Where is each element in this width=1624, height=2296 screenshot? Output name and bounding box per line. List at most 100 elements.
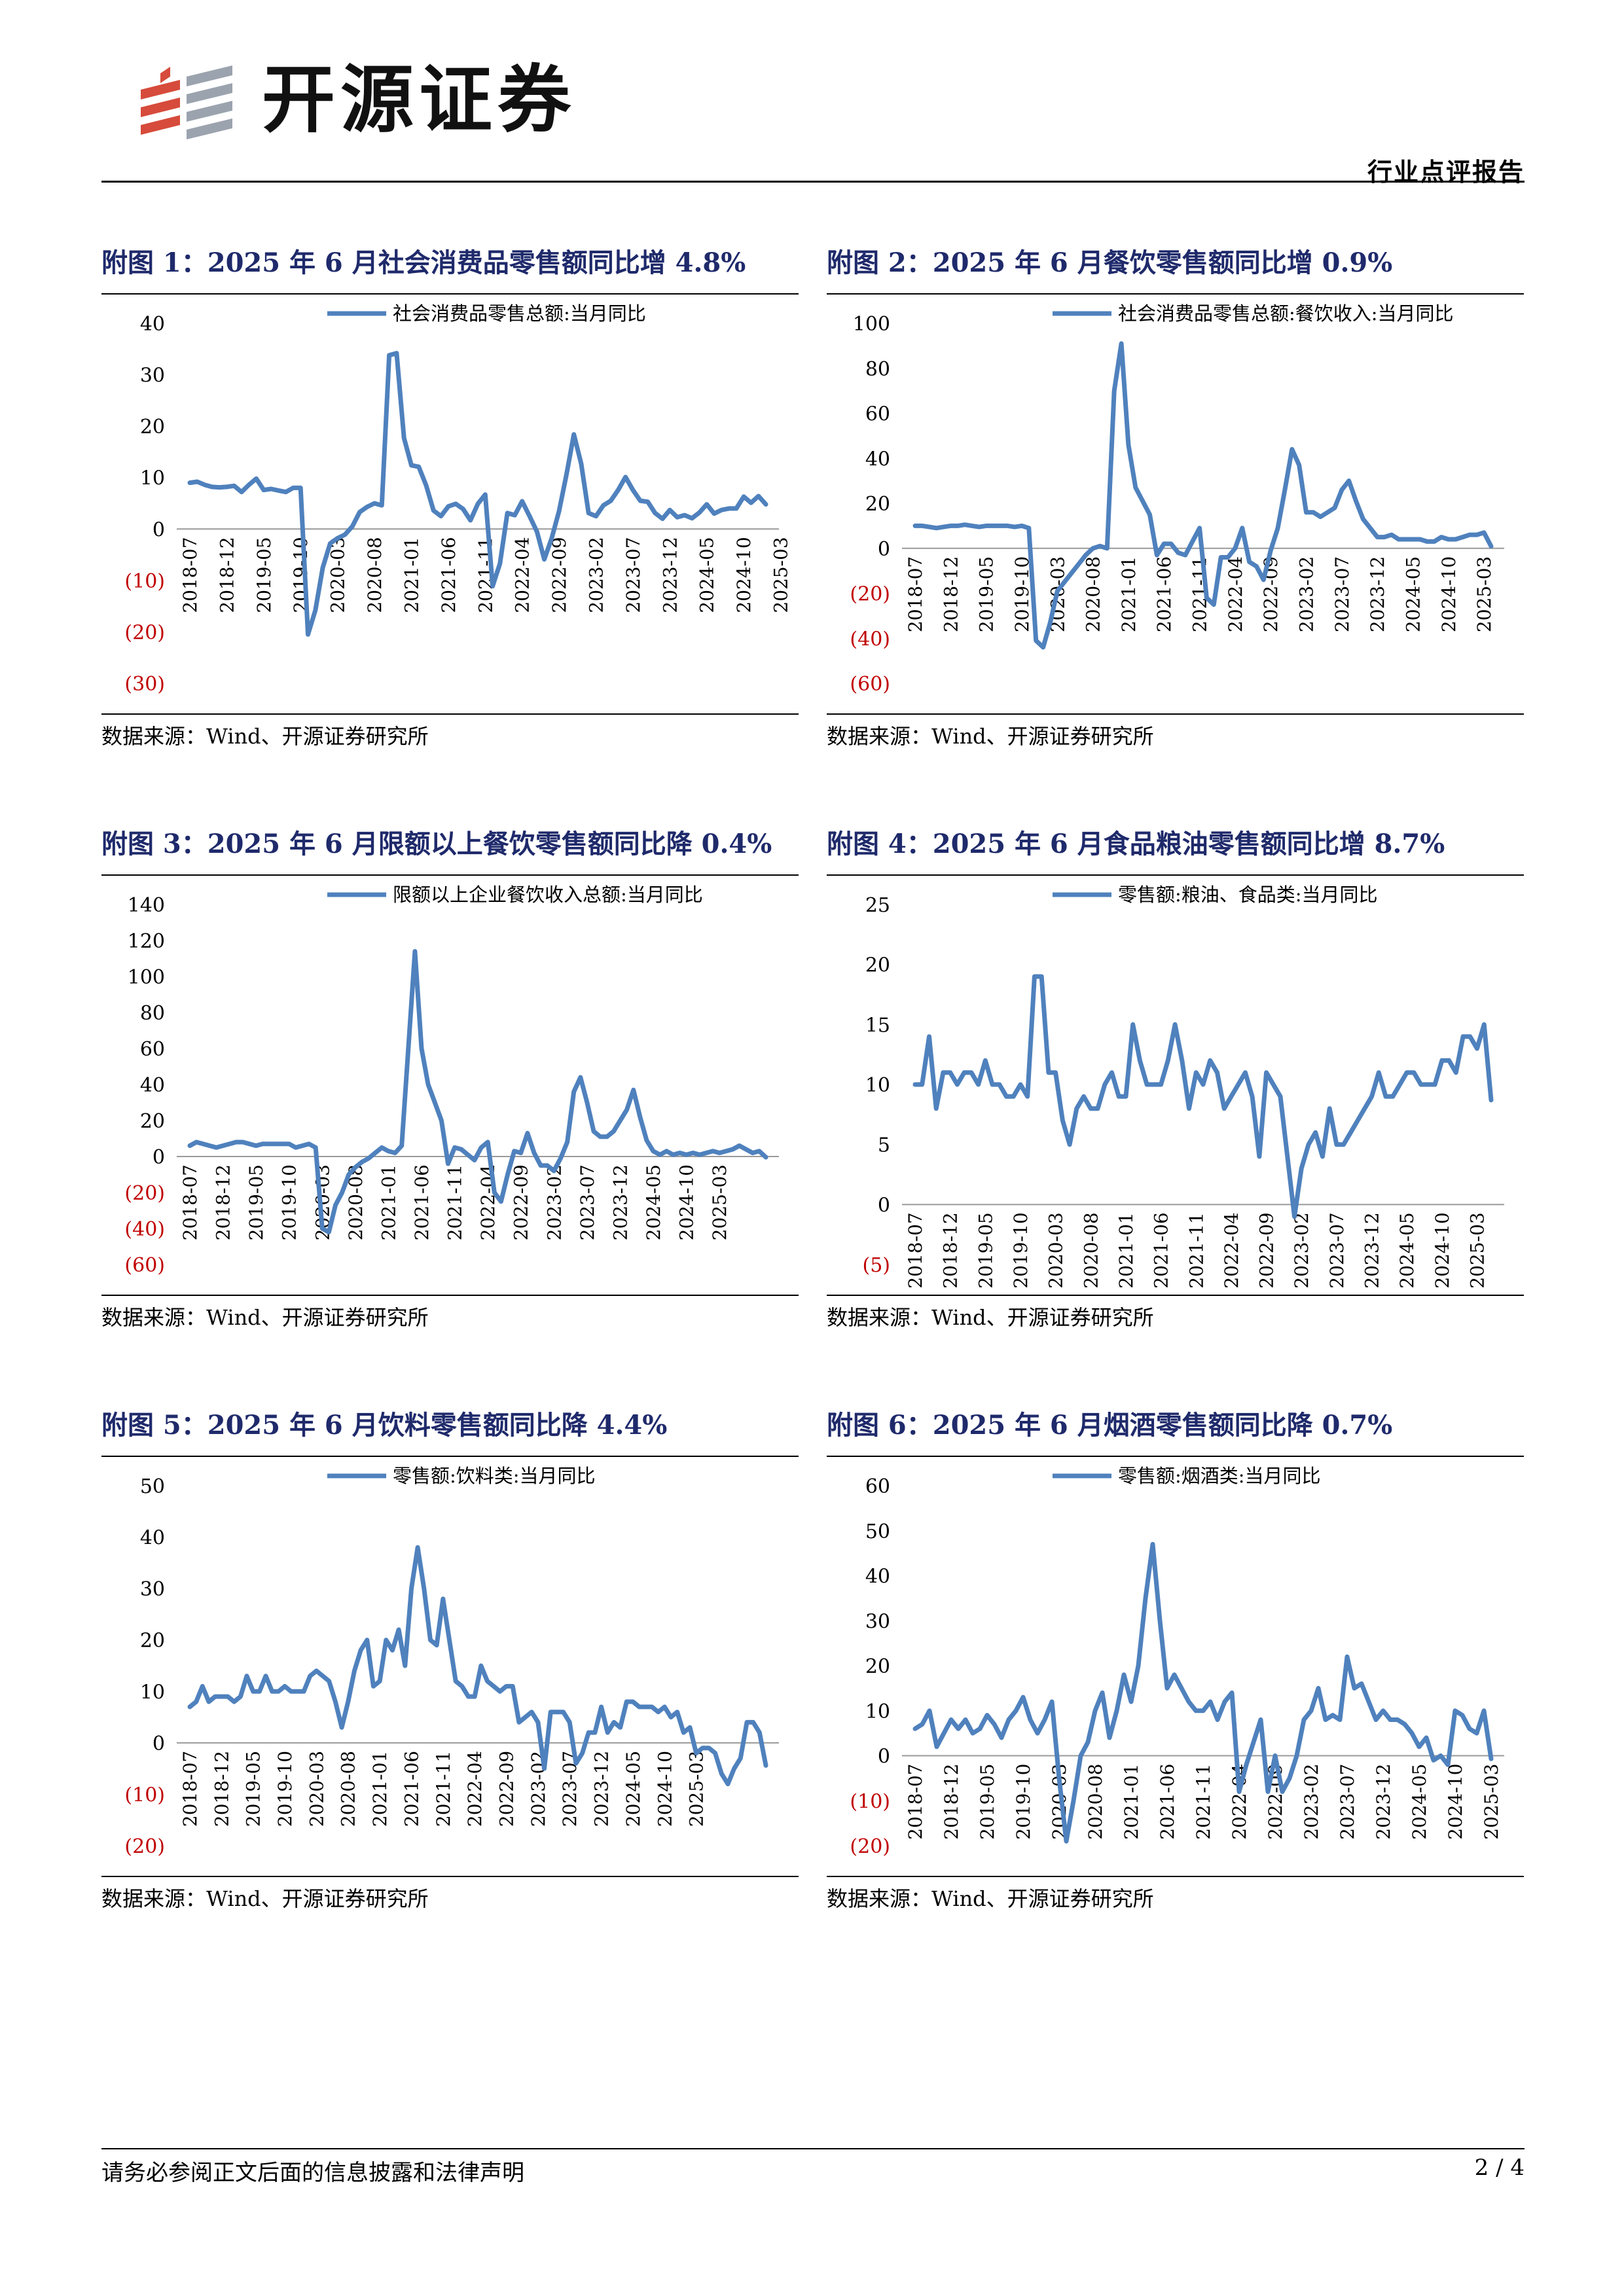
x-tick-label: 2023-07 [1326, 1212, 1348, 1288]
x-tick-label: 2025-03 [1473, 556, 1495, 632]
line-chart: 140 120 100 80 60 40 20 0 (20) (40) (60) 2018-07 201… [124, 884, 779, 1277]
x-tick-label: 2023-12 [591, 1751, 613, 1827]
y-tick-label: 100 [128, 966, 165, 989]
x-tick-label: 2023-12 [659, 537, 681, 613]
footer-divider [101, 2148, 1525, 2149]
y-tick-label: 0 [878, 538, 890, 561]
x-tick-label: 2021-11 [444, 1164, 466, 1240]
y-tick-label: (20) [850, 1835, 890, 1858]
y-tick-label: 80 [865, 358, 890, 381]
y-tick-label: 0 [153, 1732, 165, 1755]
y-tick-label: 20 [140, 416, 165, 439]
x-tick-label: 2019-05 [253, 537, 275, 613]
source-divider [827, 713, 1524, 715]
x-tick-label: 2018-12 [941, 1764, 962, 1840]
x-tick-label: 2023-07 [577, 1164, 598, 1240]
company-logo [141, 65, 232, 139]
x-tick-label: 2021-06 [1157, 1764, 1178, 1840]
x-tick-label: 2022-09 [511, 1164, 532, 1240]
x-tick-label: 2025-03 [686, 1751, 708, 1827]
series-line [912, 341, 1494, 650]
figure-panel-5: 附图 5：2025 年 6 月饮料零售额同比降 4.4% 50 40 30 20 10 0… [101, 1405, 799, 1911]
y-tick-label: 60 [865, 403, 890, 426]
legend-label: 零售额:粮油、食品类:当月同比 [1118, 884, 1378, 906]
y-tick-label: 60 [865, 1475, 890, 1498]
y-tick-label: (20) [124, 1182, 165, 1205]
y-tick-label: 140 [128, 894, 165, 917]
x-tick-label: 2021-06 [411, 1164, 433, 1240]
x-tick-label: 2022-04 [477, 1164, 499, 1240]
x-tick-label: 2020-03 [306, 1751, 327, 1827]
x-tick-label: 2023-02 [1301, 1764, 1322, 1840]
y-tick-label: 50 [865, 1520, 890, 1543]
y-tick-label: (20) [850, 583, 890, 606]
series-line [912, 974, 1494, 1219]
y-tick-label: 15 [865, 1014, 890, 1037]
title-divider [101, 1456, 799, 1457]
data-source: 数据来源：Wind、开源证券研究所 [101, 1305, 429, 1330]
legend-label: 零售额:烟酒类:当月同比 [1118, 1465, 1321, 1487]
y-tick-label: 20 [140, 1630, 165, 1653]
y-tick-label: 80 [140, 1002, 165, 1025]
x-tick-label: 2019-05 [976, 556, 998, 632]
x-tick-label: 2022-04 [1221, 1212, 1242, 1288]
y-tick-label: 0 [153, 518, 165, 541]
x-tick-label: 2021-06 [1153, 556, 1175, 632]
x-tick-label: 2022-09 [549, 537, 570, 613]
x-tick-label: 2021-06 [438, 537, 460, 613]
x-tick-label: 2023-07 [1331, 556, 1353, 632]
x-tick-label: 2018-12 [216, 537, 238, 613]
x-tick-label: 2021-01 [401, 537, 422, 613]
y-tick-label: 0 [878, 1194, 890, 1217]
x-tick-label: 2024-05 [696, 537, 718, 613]
x-tick-label: 2021-06 [401, 1751, 422, 1827]
x-tick-label: 2020-08 [338, 1751, 359, 1827]
x-tick-label: 2021-01 [1115, 1212, 1137, 1288]
x-tick-label: 2022-09 [496, 1751, 518, 1827]
source-divider [101, 1295, 799, 1296]
source-divider [827, 1295, 1524, 1296]
figure-title: 附图 6：2025 年 6 月烟酒零售额同比降 0.7% [827, 1410, 1393, 1441]
figure-panel-4: 附图 4：2025 年 6 月食品粮油零售额同比增 8.7% 25 20 15 10 5… [827, 823, 1524, 1330]
x-tick-label: 2020-08 [1083, 556, 1104, 632]
data-source: 数据来源：Wind、开源证券研究所 [101, 724, 429, 749]
x-tick-label: 2023-02 [1291, 1212, 1312, 1288]
y-tick-label: 5 [878, 1134, 890, 1157]
x-tick-label: 2022-09 [1256, 1212, 1278, 1288]
x-tick-label: 2024-05 [1402, 556, 1424, 632]
x-tick-label: 2023-07 [623, 537, 644, 613]
y-tick-label: (60) [124, 1254, 165, 1277]
y-tick-label: (20) [124, 621, 165, 644]
x-tick-label: 2018-12 [940, 556, 962, 632]
figure-panel-6: 附图 6：2025 年 6 月烟酒零售额同比降 0.7% 60 50 40 30 20 1… [827, 1405, 1524, 1911]
y-tick-label: 0 [153, 1146, 165, 1169]
x-tick-label: 2024-10 [1438, 556, 1460, 632]
y-tick-label: 40 [865, 448, 890, 471]
y-tick-label: (40) [850, 628, 890, 651]
figure-panel-2: 附图 2：2025 年 6 月餐饮零售额同比增 0.9% 100 80 60 40 20… [827, 242, 1524, 749]
y-tick-label: (5) [863, 1254, 891, 1277]
data-source: 数据来源：Wind、开源证券研究所 [827, 724, 1154, 749]
x-tick-label: 2024-10 [1432, 1212, 1453, 1288]
x-tick-label: 2019-10 [1010, 1212, 1032, 1288]
x-tick-label: 2024-05 [623, 1751, 644, 1827]
header-divider [101, 181, 1525, 183]
x-tick-label: 2022-04 [1225, 556, 1246, 632]
x-tick-label: 2023-12 [1373, 1764, 1394, 1840]
figure-title: 附图 5：2025 年 6 月饮料零售额同比降 4.4% [101, 1410, 668, 1441]
y-tick-label: 20 [865, 1655, 890, 1678]
title-divider [827, 293, 1524, 295]
source-divider [827, 1876, 1524, 1877]
y-tick-label: 10 [865, 1700, 890, 1723]
y-tick-label: (60) [850, 673, 890, 696]
y-tick-label: 10 [140, 467, 165, 490]
x-tick-label: 2021-01 [1121, 1764, 1142, 1840]
x-tick-label: 2023-02 [586, 537, 607, 613]
x-tick-label: 2023-12 [1367, 556, 1388, 632]
source-divider [101, 1876, 799, 1877]
data-source: 数据来源：Wind、开源证券研究所 [827, 1886, 1154, 1911]
x-tick-label: 2018-07 [905, 1764, 926, 1840]
x-tick-label: 2021-01 [369, 1751, 391, 1827]
series-line [187, 1545, 768, 1787]
y-tick-label: 50 [140, 1475, 165, 1498]
